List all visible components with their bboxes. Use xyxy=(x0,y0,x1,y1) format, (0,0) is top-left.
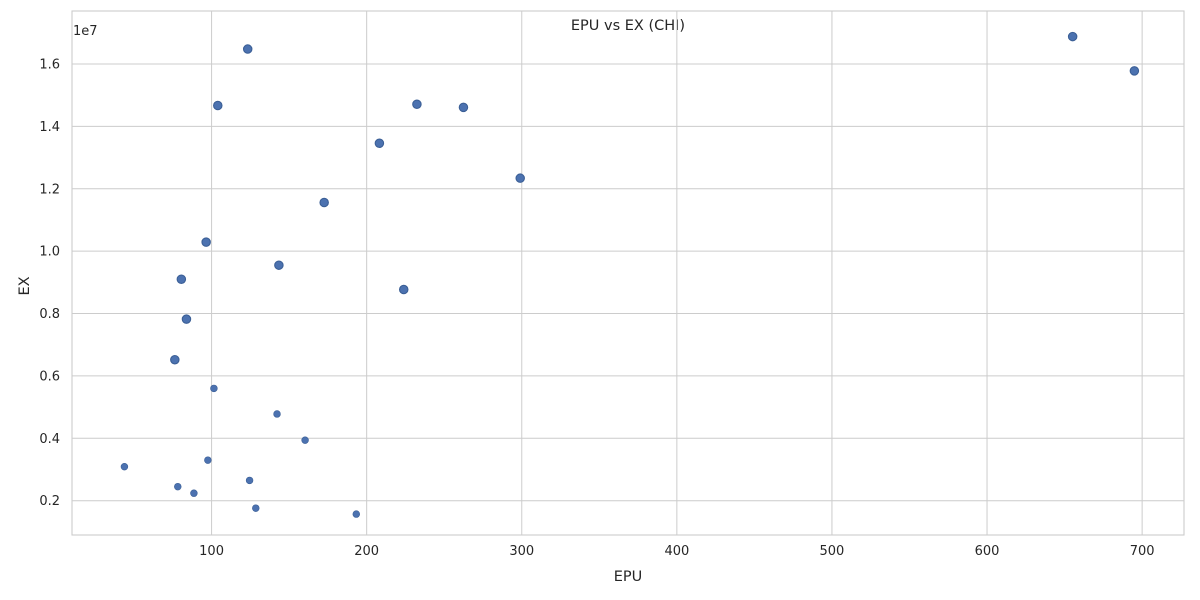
data-points xyxy=(120,31,1140,518)
data-point xyxy=(213,100,223,111)
data-point xyxy=(170,354,180,365)
y-tick-labels: 0.2 0.4 0.6 0.8 1.0 1.2 1.4 1.6 xyxy=(39,58,60,510)
data-point xyxy=(176,274,187,284)
data-point xyxy=(204,456,212,464)
chart-title: EPU vs EX (CHI) xyxy=(571,18,685,34)
y-tick-label: 0.6 xyxy=(39,369,60,384)
x-tick-label: 500 xyxy=(820,544,845,559)
y-tick-label: 1.2 xyxy=(39,182,60,197)
data-point xyxy=(515,173,525,183)
data-point xyxy=(374,138,385,148)
data-point xyxy=(181,314,192,324)
y-tick-label: 1.6 xyxy=(39,58,60,73)
x-tick-label: 300 xyxy=(509,544,534,559)
data-point xyxy=(319,197,329,208)
data-point xyxy=(190,489,198,497)
data-point xyxy=(412,99,422,110)
y-tick-label: 1.4 xyxy=(39,120,60,135)
data-point xyxy=(252,504,260,512)
y-gridlines xyxy=(72,63,1184,502)
data-point xyxy=(242,44,253,54)
data-point xyxy=(120,462,129,471)
data-point xyxy=(245,476,254,485)
data-point xyxy=(398,284,409,295)
x-gridlines xyxy=(211,11,1143,535)
x-tick-label: 100 xyxy=(199,544,224,559)
data-point xyxy=(210,384,218,393)
y-tick-label: 0.4 xyxy=(39,432,60,447)
data-point xyxy=(274,260,284,270)
plot-frame xyxy=(71,10,1185,536)
x-axis-label: EPU xyxy=(614,569,643,585)
data-point xyxy=(352,510,360,518)
x-tick-label: 600 xyxy=(975,544,1000,559)
y-axis-multiplier: 1e7 xyxy=(73,24,98,39)
x-tick-label: 700 xyxy=(1130,544,1155,559)
x-tick-label: 200 xyxy=(354,544,379,559)
data-point xyxy=(458,102,469,113)
data-point xyxy=(301,436,309,444)
data-point xyxy=(273,410,281,418)
y-axis-label: EX xyxy=(17,276,33,295)
y-tick-label: 1.0 xyxy=(39,245,60,260)
data-point xyxy=(201,237,211,247)
y-tick-label: 0.8 xyxy=(39,307,60,322)
data-point xyxy=(1067,31,1078,42)
data-point xyxy=(174,482,182,491)
data-point xyxy=(1129,66,1140,76)
y-tick-label: 0.2 xyxy=(39,494,60,509)
x-tick-label: 400 xyxy=(664,544,689,559)
x-tick-labels: 100 200 300 400 500 600 700 xyxy=(199,544,1154,559)
